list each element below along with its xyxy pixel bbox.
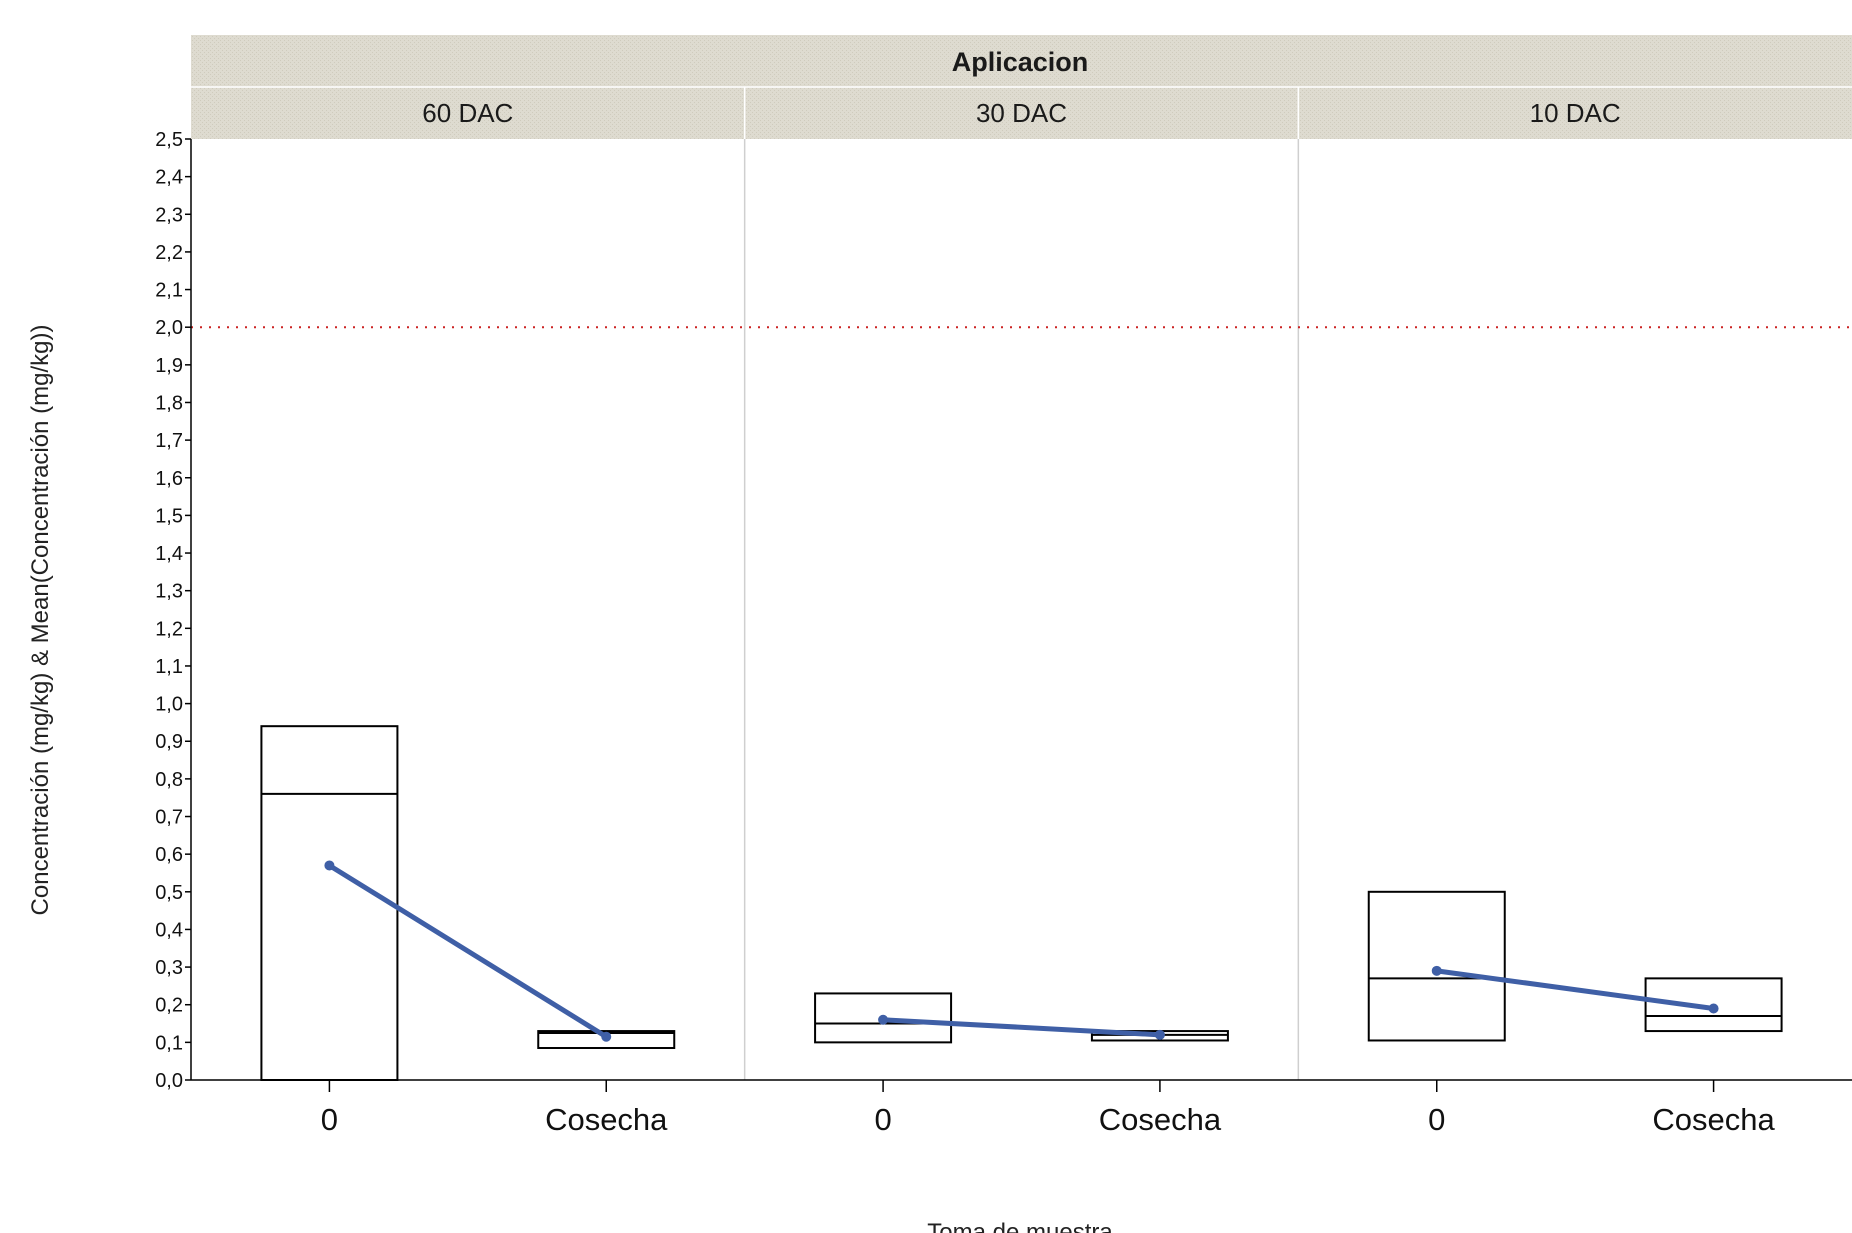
y-tick-label: 0,3 (155, 957, 183, 979)
mean-point (878, 1014, 889, 1025)
x-tick-label: Cosecha (1652, 1102, 1775, 1137)
mean-line (326, 862, 609, 1040)
box (260, 725, 399, 1082)
y-tick-label: 1,6 (155, 468, 183, 490)
x-axis-title: Toma de muestra (927, 1219, 1113, 1233)
facet-header-bar (191, 87, 1852, 139)
x-tick-label: Cosecha (1099, 1102, 1222, 1137)
y-tick-label: 0,0 (155, 1070, 183, 1092)
x-tick-label: 0 (321, 1102, 338, 1137)
y-axis-title: Concentración (mg/kg) & Mean(Concentraci… (27, 325, 54, 916)
y-tick-label: 1,8 (155, 392, 183, 414)
y-tick-label: 2,1 (155, 280, 183, 302)
y-tick-label: 2,0 (155, 317, 183, 339)
mean-point (1431, 965, 1442, 976)
mean-point (1154, 1029, 1165, 1040)
y-tick-label: 2,2 (155, 242, 183, 264)
y-tick-label: 0,9 (155, 731, 183, 753)
mean-line (880, 1017, 1163, 1038)
y-tick-label: 0,8 (155, 769, 183, 791)
mean-point (324, 860, 335, 871)
y-tick-label: 0,2 (155, 995, 183, 1017)
box (814, 992, 953, 1044)
x-axis: 0 Cosecha 0 Cosecha 0 Cosecha (191, 1079, 1852, 1137)
y-tick-label: 1,2 (155, 618, 183, 640)
y-tick-label: 1,4 (155, 543, 183, 565)
y-tick-label: 1,7 (155, 430, 183, 452)
box (1644, 977, 1783, 1033)
y-tick-label: 2,3 (155, 204, 183, 226)
y-axis: 0,0 0,1 0,2 0,3 0,4 0,5 0,6 0,7 0,8 0,9 1,0 1,1 1,2 1… (155, 129, 192, 1092)
y-tick-label: 1,9 (155, 355, 183, 377)
y-tick-label: 0,4 (155, 919, 183, 941)
y-tick-label: 0,1 (155, 1032, 183, 1054)
y-tick-label: 1,5 (155, 505, 183, 527)
y-tick-label: 1,3 (155, 581, 183, 603)
y-tick-label: 2,4 (155, 167, 183, 189)
x-tick-label: 0 (1428, 1102, 1445, 1137)
mean-point (1708, 1003, 1719, 1014)
box (537, 1030, 676, 1050)
y-tick-label: 0,6 (155, 844, 183, 866)
facet-label: 10 DAC (1530, 98, 1621, 128)
y-tick-label: 2,5 (155, 129, 183, 151)
y-tick-label: 0,5 (155, 882, 183, 904)
group-header-bar (191, 35, 1852, 87)
x-tick-label: 0 (874, 1102, 891, 1137)
y-tick-label: 1,1 (155, 656, 183, 678)
x-tick-label: Cosecha (545, 1102, 668, 1137)
y-tick-label: 1,0 (155, 694, 183, 716)
mean-point (601, 1031, 612, 1042)
box (1367, 890, 1506, 1042)
mean-line (1434, 968, 1717, 1011)
facet-label: 60 DAC (422, 98, 513, 128)
facet-label: 30 DAC (976, 98, 1067, 128)
y-tick-label: 0,7 (155, 807, 183, 829)
facet-header: Aplicacion 60 DAC 30 DAC 10 DAC (191, 35, 1852, 139)
facet-group-title: Aplicacion (952, 47, 1089, 77)
